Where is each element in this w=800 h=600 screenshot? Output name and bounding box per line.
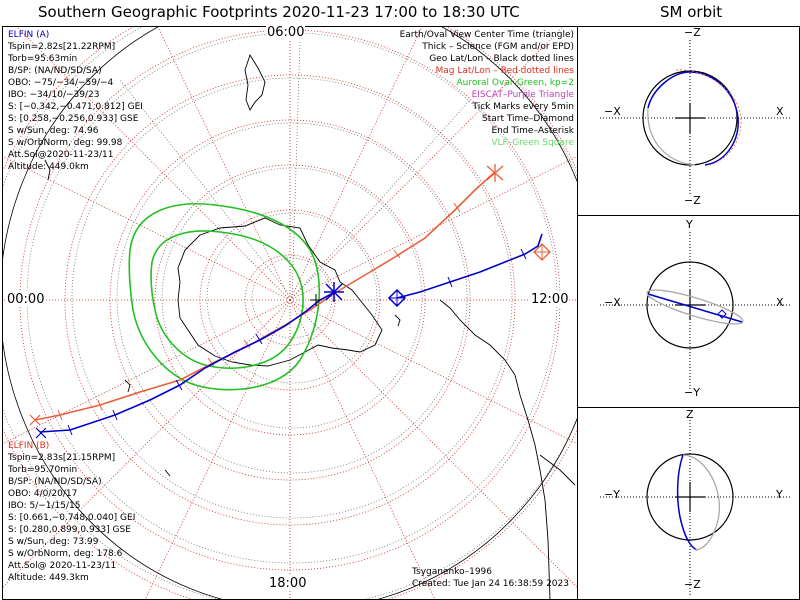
elfin-a-line: OBO: −75/−34/−59/−4 xyxy=(8,78,114,88)
orbit-plot-xy xyxy=(600,232,790,390)
orbit-plot-xz xyxy=(600,40,790,195)
legend: Earth/Oval View Center Time (triangle) T… xyxy=(400,29,574,149)
elfin-b-line: IBO: 5/−1/15/15 xyxy=(8,501,81,511)
elfin-b-line: S w/OrbNorm, deg: 178.6 xyxy=(8,549,123,559)
orbit-yz-top-label: Z xyxy=(686,408,694,421)
antarctica-coastline xyxy=(177,217,383,367)
elfin-a-line: S: [−0.342,−0.471,0.812] GEI xyxy=(8,102,143,112)
footer-author: Tsyganenko–1996 xyxy=(412,567,492,577)
elfin-a-line: Altitude: 449.0km xyxy=(8,162,89,172)
hour-label-left: 00:00 xyxy=(6,292,46,307)
elfin-b-line: B/SP: (NA/ND/SD/SA) xyxy=(8,477,102,487)
legend-item: Start Time–Diamond xyxy=(481,114,574,124)
auroral-oval-inner xyxy=(150,230,304,369)
elfin-b-line: S w/Sun, deg: 73.99 xyxy=(8,537,99,547)
orbit-yz-left-label: −Y xyxy=(604,488,620,501)
legend-item: End Time–Asterisk xyxy=(491,126,574,136)
elfin-a-info: ELFIN (A) Tspin=2.82s[21.22RPM] Torb=95.… xyxy=(8,29,143,173)
elfin-b-line: Altitude: 449.3km xyxy=(8,573,89,583)
elfin-b-start-diamond xyxy=(533,243,551,261)
elfin-b-line: Torb=95.70min xyxy=(8,465,78,475)
orbit-xy-top-label: Y xyxy=(686,218,693,231)
elfin-a-asterisk-left xyxy=(35,427,47,439)
elfin-a-line: Torb=95.63min xyxy=(8,54,78,64)
elfin-b-line: S: [0.661,−0.748,0.040] GEI xyxy=(8,513,136,523)
south-america-coastline xyxy=(439,299,551,599)
elfin-a-line: IBO: −34/10/−39/23 xyxy=(8,90,100,100)
elfin-b-end-asterisk xyxy=(486,164,504,182)
map-title: Southern Geographic Footprints 2020-11-2… xyxy=(38,3,520,21)
orbit-xz-left-label: −X xyxy=(604,105,621,118)
orbit-xz-bottom-label: −Z xyxy=(684,194,701,207)
orbit-xy-left-label: −X xyxy=(604,296,621,309)
elfin-a-track xyxy=(35,233,543,439)
orbit-xz-top-label: −Z xyxy=(684,26,701,39)
orbit-yz-bottom-label: −Z xyxy=(684,578,701,591)
hour-label-top: 06:00 xyxy=(266,25,306,40)
elfin-a-line: S w/OrbNorm, deg: 99.98 xyxy=(8,138,123,148)
elfin-b-info: ELFIN (B) Tspin=2.83s[21.15RPM] Torb=95.… xyxy=(8,440,135,584)
legend-item: Mag Lat/Lon – Red dotted lines xyxy=(435,66,574,76)
orbit-xz-right-label: X xyxy=(776,105,784,118)
legend-item: Geo Lat/Lon – Black dotted lines xyxy=(429,54,574,64)
elfin-a-line: Tspin=2.82s[21.22RPM] xyxy=(8,42,116,52)
orbit-xy-bottom-label: −Y xyxy=(684,386,700,399)
hour-label-bottom: 18:00 xyxy=(268,576,308,591)
legend-item: Tick Marks every 5min xyxy=(472,102,574,112)
orbit-xy-right-label: X xyxy=(776,296,784,309)
legend-item: Thick – Science (FGM and/or EPD) xyxy=(422,42,574,52)
elfin-b-line: OBO: 4/0/20/17 xyxy=(8,489,78,499)
elfin-b-line: Att.Sol@ 2020-11-23/11 xyxy=(8,561,117,571)
elfin-a-line: B/SP: (NA/ND/SD/SA) xyxy=(8,66,102,76)
auroral-oval-outer xyxy=(128,203,321,391)
elfin-a-name: ELFIN (A) xyxy=(8,30,50,40)
legend-item: EISCAT–Purple Triangle xyxy=(471,90,574,100)
elfin-b-asterisk-left xyxy=(29,414,41,426)
hour-label-right: 12:00 xyxy=(530,292,570,307)
elfin-b-line: Tspin=2.83s[21.15RPM] xyxy=(8,453,116,463)
elfin-a-line: S w/Sun, deg: 74.96 xyxy=(8,126,99,136)
elfin-a-line: S: [0.258,−0.256,0.933] GSE xyxy=(8,114,139,124)
elfin-b-name: ELFIN (B) xyxy=(8,441,50,451)
legend-item: Auroral Oval–Green, kp=2 xyxy=(456,78,574,88)
elfin-a-start-diamond xyxy=(387,288,407,308)
orbit-yz-right-label: Y xyxy=(776,488,783,501)
orbit-plot-yz xyxy=(600,420,790,595)
new-zealand-coastline xyxy=(244,53,266,111)
elfin-a-end-asterisk xyxy=(324,282,344,302)
orbit-title: SM orbit xyxy=(660,3,723,21)
legend-item: Earth/Oval View Center Time (triangle) xyxy=(399,30,574,40)
elfin-b-line: S: [0.280,0.899,0.933] GSE xyxy=(8,525,131,535)
elfin-a-line: Att.Sol@2020-11-23/11 xyxy=(8,150,114,160)
footer-created: Created: Tue Jan 24 16:38:59 2023 xyxy=(412,579,569,589)
legend-item: VLF–Green Square xyxy=(491,138,574,148)
